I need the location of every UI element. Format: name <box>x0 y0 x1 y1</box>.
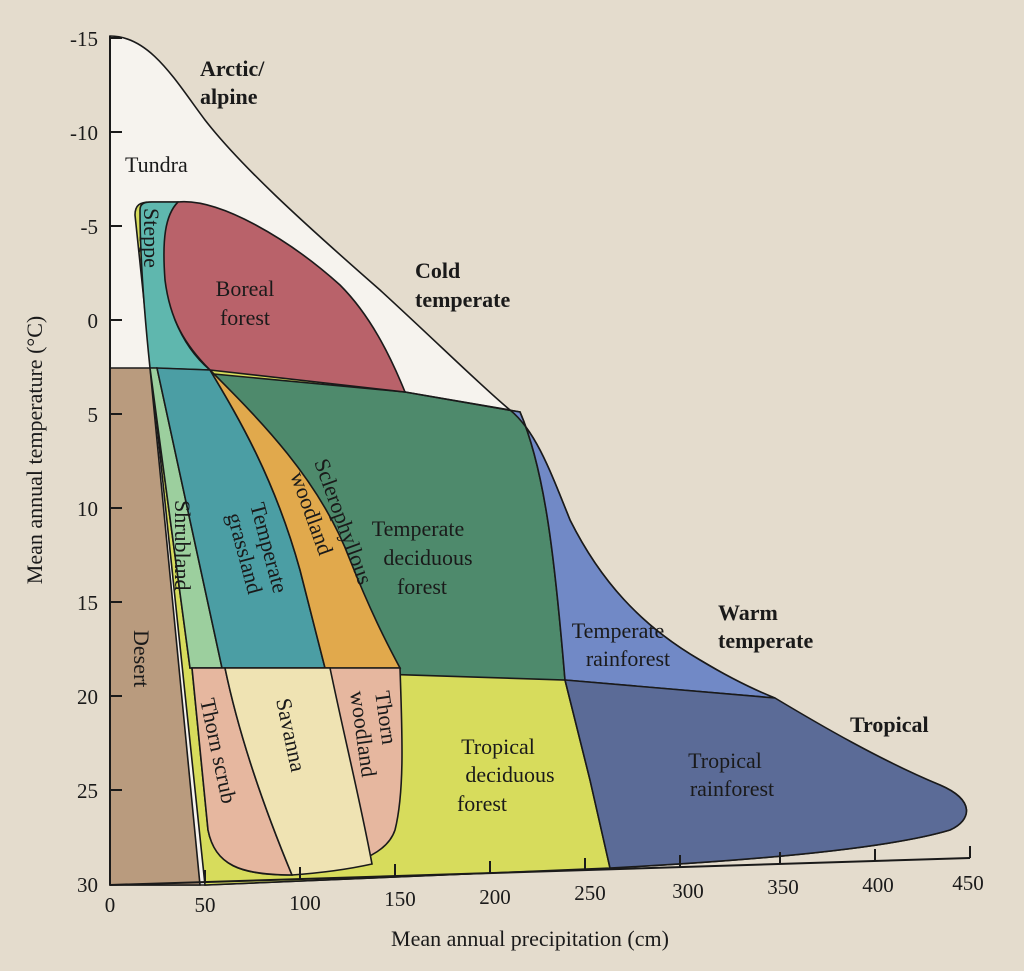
biome-label-desert: Desert <box>129 630 154 687</box>
biome-label-steppe: Steppe <box>139 208 164 268</box>
x-tick: 300 <box>672 879 704 903</box>
zone-label-tropical: Tropical <box>850 712 929 737</box>
biome-label-temperate-rainforest: rainforest <box>586 646 670 671</box>
biome-label-tropical-rainforest: rainforest <box>690 776 774 801</box>
y-axis-label: Mean annual temperature (°C) <box>22 316 47 584</box>
biome-label-boreal: forest <box>220 305 270 330</box>
biome-label-temperate-rainforest: Temperate <box>572 618 665 643</box>
axes <box>109 36 971 886</box>
biome-label-temperate-deciduous: deciduous <box>383 545 472 570</box>
biome-label-tropical-deciduous: forest <box>457 791 507 816</box>
x-tick: 250 <box>574 881 606 905</box>
y-tick: 25 <box>77 779 98 803</box>
y-tick: 20 <box>77 685 98 709</box>
x-tick: 350 <box>767 875 799 899</box>
y-tick: 15 <box>77 591 98 615</box>
biome-label-tropical-rainforest: Tropical <box>688 748 762 773</box>
zone-label-cold: Cold <box>415 258 460 283</box>
biome-label-shrubland: Shrubland <box>170 500 195 590</box>
region-boreal-forest <box>163 201 407 393</box>
biome-label-tundra: Tundra <box>125 152 188 177</box>
biome-label-boreal: Boreal <box>216 276 275 301</box>
x-tick: 50 <box>195 893 216 917</box>
y-tick: 30 <box>77 873 98 897</box>
y-tick: -10 <box>70 121 98 145</box>
biome-label-temperate-deciduous: forest <box>397 574 447 599</box>
zone-label-arctic: alpine <box>200 84 258 109</box>
y-tick: 5 <box>88 403 99 427</box>
x-tick: 450 <box>952 871 984 895</box>
region-tropical-rainforest <box>563 679 968 869</box>
biome-label-tropical-deciduous: deciduous <box>465 762 554 787</box>
zone-label-warm: temperate <box>718 628 814 653</box>
region-savanna <box>224 667 373 876</box>
x-tick: 100 <box>289 891 321 915</box>
zone-label-warm: Warm <box>718 600 778 625</box>
biome-label-tropical-deciduous: Tropical <box>461 734 535 759</box>
x-tick: 200 <box>479 885 511 909</box>
y-tick: 0 <box>88 309 99 333</box>
y-tick: -5 <box>81 215 99 239</box>
y-tick: 10 <box>77 497 98 521</box>
x-tick: 400 <box>862 873 894 897</box>
x-tick: 0 <box>105 893 116 917</box>
x-axis-label: Mean annual precipitation (cm) <box>391 926 669 951</box>
y-tick: -15 <box>70 27 98 51</box>
region-temperate-rainforest <box>404 391 776 699</box>
x-tick: 150 <box>384 887 416 911</box>
biome-label-temperate-deciduous: Temperate <box>372 516 465 541</box>
zone-label-arctic: Arctic/ <box>200 56 265 81</box>
zone-label-cold: temperate <box>415 287 511 312</box>
